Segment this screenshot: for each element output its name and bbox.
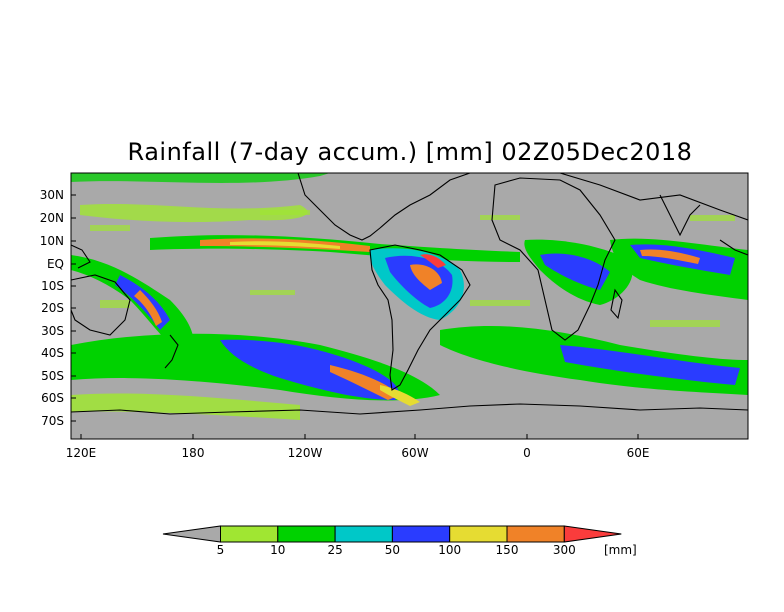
colorbar-threshold-label: 25 [327, 543, 342, 557]
lat-tick-30n: 30N [40, 188, 64, 202]
rain-band-africa-indian [524, 238, 748, 305]
lon-tick-60e: 60E [627, 446, 650, 460]
rain-band-south-america [369, 248, 464, 320]
colorbar-threshold-label: 50 [385, 543, 400, 557]
colorbar-bin-above-300 [563, 525, 622, 543]
colorbar-threshold-label: 150 [496, 543, 519, 557]
colorbar-threshold-label: 10 [270, 543, 285, 557]
latitude-axis: 30N 20N 10N EQ 10S 20S 30S 40S 50S 60S 7… [40, 188, 76, 428]
lon-tick-180: 180 [182, 446, 205, 460]
colorbar-bin-4 [391, 525, 451, 543]
colorbar-bin-1 [220, 525, 279, 543]
rain-speckles [90, 210, 735, 327]
colorbar-bin-3 [334, 525, 393, 543]
rain-band-spcz [71, 255, 194, 360]
africa-coast [491, 177, 616, 341]
colorbar-bin-6 [506, 525, 565, 543]
colorbar-threshold-label: 5 [217, 543, 225, 557]
rain-band-north-pacific [71, 173, 330, 223]
lat-tick-10s: 10S [41, 279, 64, 293]
lat-tick-70s: 70S [41, 414, 64, 428]
map-title: Rainfall (7-day accum.) [mm] 02Z05Dec201… [127, 138, 693, 166]
colorbar-threshold-label: 100 [438, 543, 461, 557]
colorbar-bin-5 [449, 525, 508, 543]
colorbar-bin-below-5 [162, 525, 221, 543]
lon-tick-120e: 120E [66, 446, 97, 460]
lat-tick-60s: 60S [41, 391, 64, 405]
lat-tick-10n: 10N [40, 234, 64, 248]
precipitation-field [71, 173, 748, 420]
lon-tick-120w: 120W [288, 446, 323, 460]
map-border [70, 172, 749, 440]
north-america-coast [297, 173, 471, 241]
coastlines [71, 173, 748, 415]
lat-tick-30s: 30S [41, 324, 64, 338]
lon-tick-60w: 60W [401, 446, 428, 460]
lat-tick-50s: 50S [41, 369, 64, 383]
south-america-coast [369, 244, 471, 391]
lat-tick-20n: 20N [40, 211, 64, 225]
new-zealand-coast [164, 334, 179, 369]
longitude-axis: 120E 180 120W 60W 0 60E [66, 434, 650, 460]
india-coast [659, 194, 701, 237]
rain-band-southern-ocean [71, 325, 748, 420]
australia-coast [71, 274, 131, 336]
colorbar-threshold-label: 300 [553, 543, 576, 557]
lat-tick-eq: EQ [47, 257, 64, 271]
colorbar-unit-label: [mm] [604, 543, 637, 557]
antarctica-coast [71, 403, 748, 415]
lon-tick-0: 0 [523, 446, 531, 460]
madagascar-coast [610, 288, 623, 320]
colorbar: 5 10 25 50 100 150 300 [162, 525, 622, 557]
maritime-continent-coast [71, 239, 748, 269]
lat-tick-20s: 20S [41, 301, 64, 315]
lat-tick-40s: 40S [41, 346, 64, 360]
europe-asia-coast [559, 173, 748, 221]
colorbar-bin-2 [277, 525, 336, 543]
